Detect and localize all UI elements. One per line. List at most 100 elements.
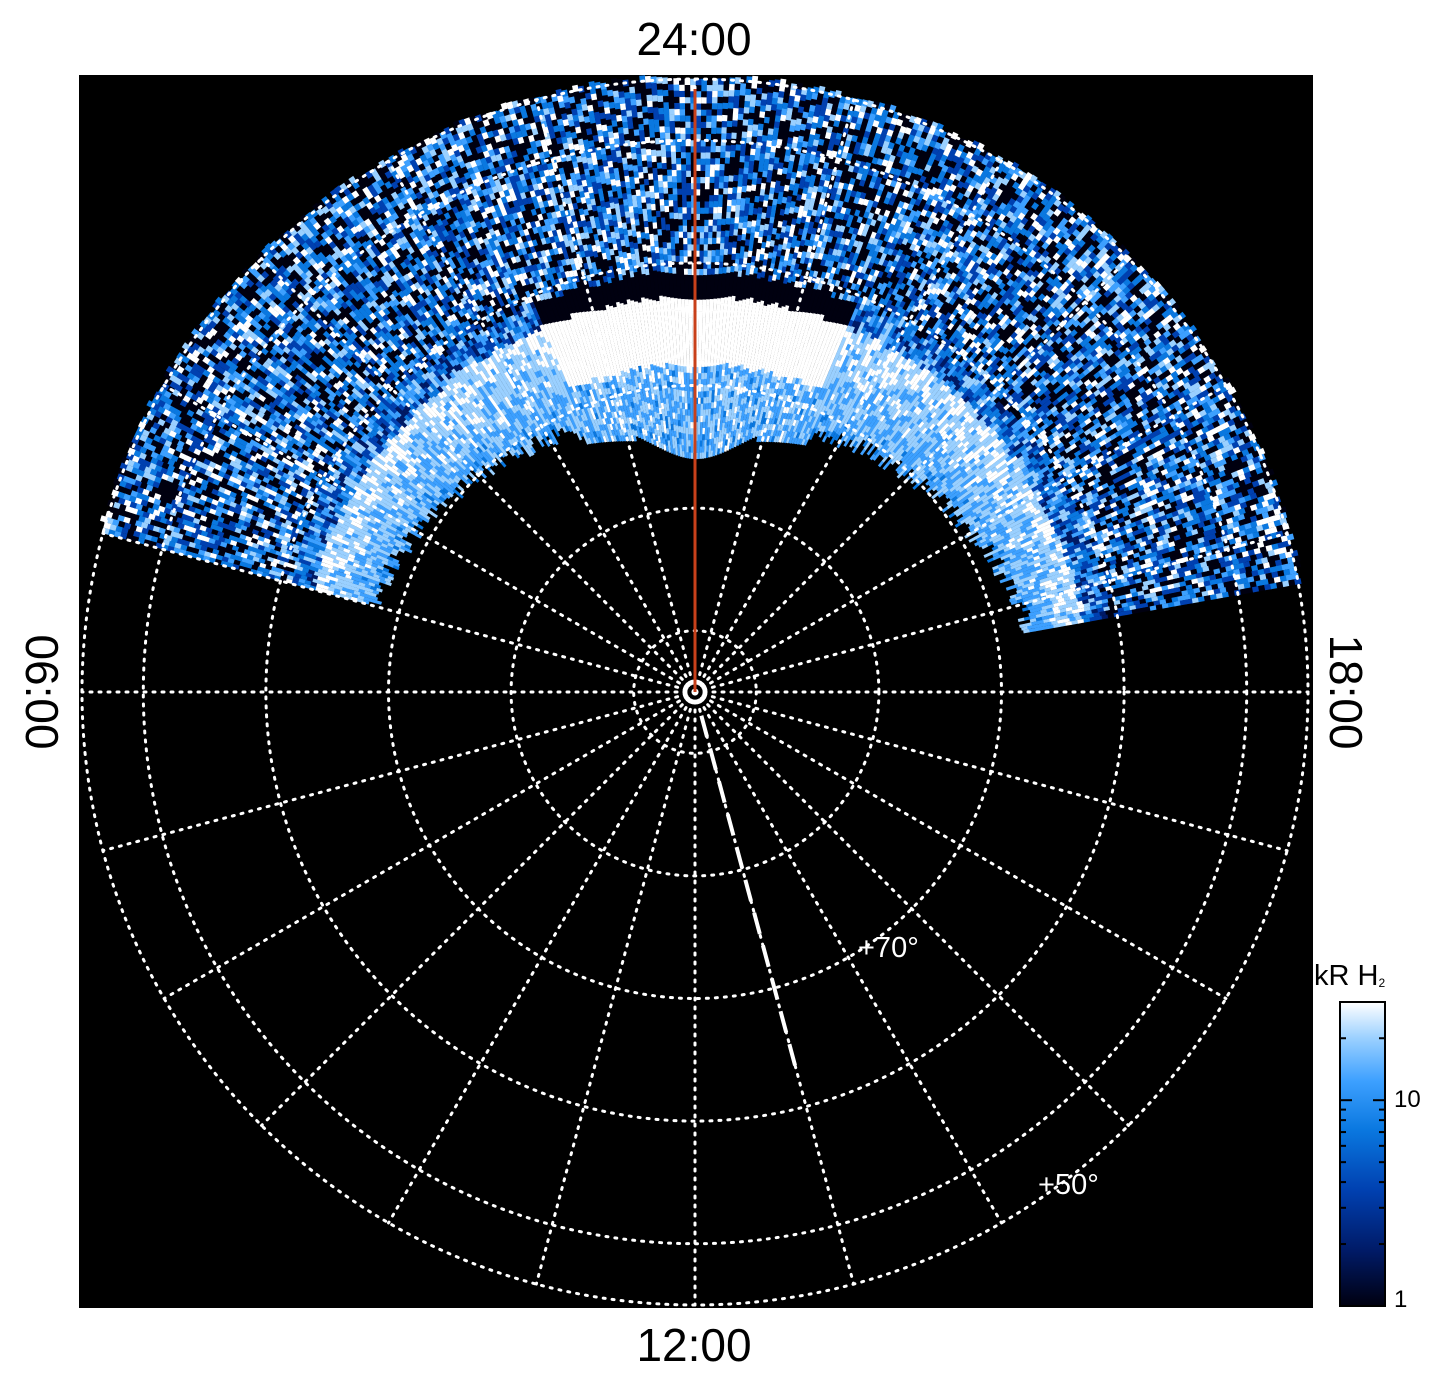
heatmap-cell (241, 557, 249, 564)
heatmap-cell (197, 549, 206, 556)
heatmap-cell (341, 554, 349, 561)
heatmap-cell (333, 588, 341, 594)
heatmap-cell (126, 528, 135, 536)
heatmap-cell (203, 550, 212, 558)
heatmap-cell (377, 561, 385, 568)
heatmap-cell (217, 521, 225, 528)
heatmap-cell (355, 570, 364, 576)
heatmap-cell (205, 516, 214, 524)
heatmap-cell (134, 520, 143, 528)
heatmap-cell (294, 560, 302, 567)
heatmap-cell (346, 584, 354, 590)
heatmap-cell (259, 562, 267, 569)
heatmap-cell (314, 559, 322, 566)
heatmap-cell (240, 538, 248, 545)
heatmap-cell (205, 541, 213, 549)
heatmap-cell (352, 548, 361, 554)
heatmap-cell (335, 585, 343, 591)
heatmap-cell (199, 514, 208, 522)
heatmap-cell (347, 588, 355, 594)
heatmap-cell (221, 527, 230, 535)
heatmap-cell (182, 487, 191, 495)
heatmap-cell (194, 528, 203, 535)
heatmap-cell (148, 462, 157, 470)
heatmap-cell (206, 532, 214, 539)
heatmap-cell (341, 543, 349, 550)
heatmap-cell (147, 529, 155, 537)
heatmap-cell (141, 494, 150, 502)
heatmap-cell (124, 482, 133, 490)
heatmap-cell (209, 552, 217, 559)
heatmap-cell (369, 592, 377, 597)
heatmap-cell (325, 574, 333, 581)
heatmap-cell (188, 479, 197, 487)
heatmap-cell (311, 566, 319, 573)
heatmap-cell (143, 466, 152, 474)
heatmap-cell (308, 533, 317, 540)
heatmap-cell (160, 473, 169, 481)
heatmap-cell (210, 523, 218, 531)
heatmap-cell (188, 510, 196, 518)
heatmap-cell (364, 583, 372, 589)
heatmap-cell (196, 534, 204, 541)
heatmap-cell (226, 562, 234, 568)
heatmap-cell (266, 556, 275, 563)
heatmap-cell (319, 542, 327, 548)
heatmap-cell (359, 592, 367, 598)
heatmap-cell (257, 535, 265, 542)
heatmap-cell (183, 482, 192, 490)
heatmap-cell (152, 481, 161, 489)
heatmap-cell (243, 548, 251, 555)
heatmap-cell (359, 558, 367, 564)
heatmap-cell (155, 521, 164, 528)
heatmap-cell (361, 572, 369, 579)
heatmap-cell (338, 560, 346, 567)
heatmap-cell (153, 492, 162, 500)
heatmap-cell (251, 542, 260, 549)
heatmap-cell (296, 533, 305, 540)
heatmap-cell (256, 507, 265, 515)
heatmap-cell (331, 543, 339, 549)
heatmap-cell (131, 455, 140, 463)
heatmap-cell (193, 507, 202, 515)
heatmap-cell (313, 571, 321, 577)
heatmap-cell (234, 522, 242, 529)
heatmap-cell (359, 547, 367, 553)
heatmap-cell (143, 517, 152, 525)
heatmap-cell (306, 545, 314, 551)
heatmap-cell (193, 538, 202, 545)
heatmap-cell (205, 526, 213, 534)
heatmap-cell (216, 516, 225, 523)
heatmap-cell (228, 505, 236, 513)
heatmap-cell (332, 562, 340, 568)
heatmap-cell (336, 537, 344, 544)
heatmap-cell (211, 543, 219, 550)
heatmap-cell (279, 526, 288, 533)
heatmap-cell (267, 512, 276, 519)
heatmap-cell (139, 482, 148, 490)
heatmap-cell (222, 523, 231, 530)
heatmap-cell (173, 526, 181, 534)
heatmap-cell (357, 595, 365, 600)
heatmap-cell (262, 567, 271, 574)
heatmap-cell (318, 549, 326, 556)
heatmap-cell (352, 559, 360, 565)
heatmap-cell (205, 511, 213, 519)
heatmap-cell (358, 581, 366, 587)
heatmap-cell (117, 514, 125, 522)
heatmap-cell (329, 553, 337, 560)
heatmap-cell (321, 558, 329, 564)
heatmap-cell (199, 509, 208, 517)
heatmap-cell (337, 545, 345, 552)
heatmap-cell (299, 562, 308, 569)
heatmap-cell (157, 483, 166, 491)
heatmap-cell (262, 510, 270, 517)
heatmap-cell (237, 519, 246, 526)
heatmap-cell (308, 525, 316, 532)
heatmap-cell (215, 525, 224, 533)
heatmap-cell (171, 471, 180, 480)
heatmap-cell (362, 579, 370, 585)
heatmap-cell (280, 522, 288, 529)
heatmap-cell (374, 583, 382, 589)
heatmap-cell (250, 564, 259, 571)
